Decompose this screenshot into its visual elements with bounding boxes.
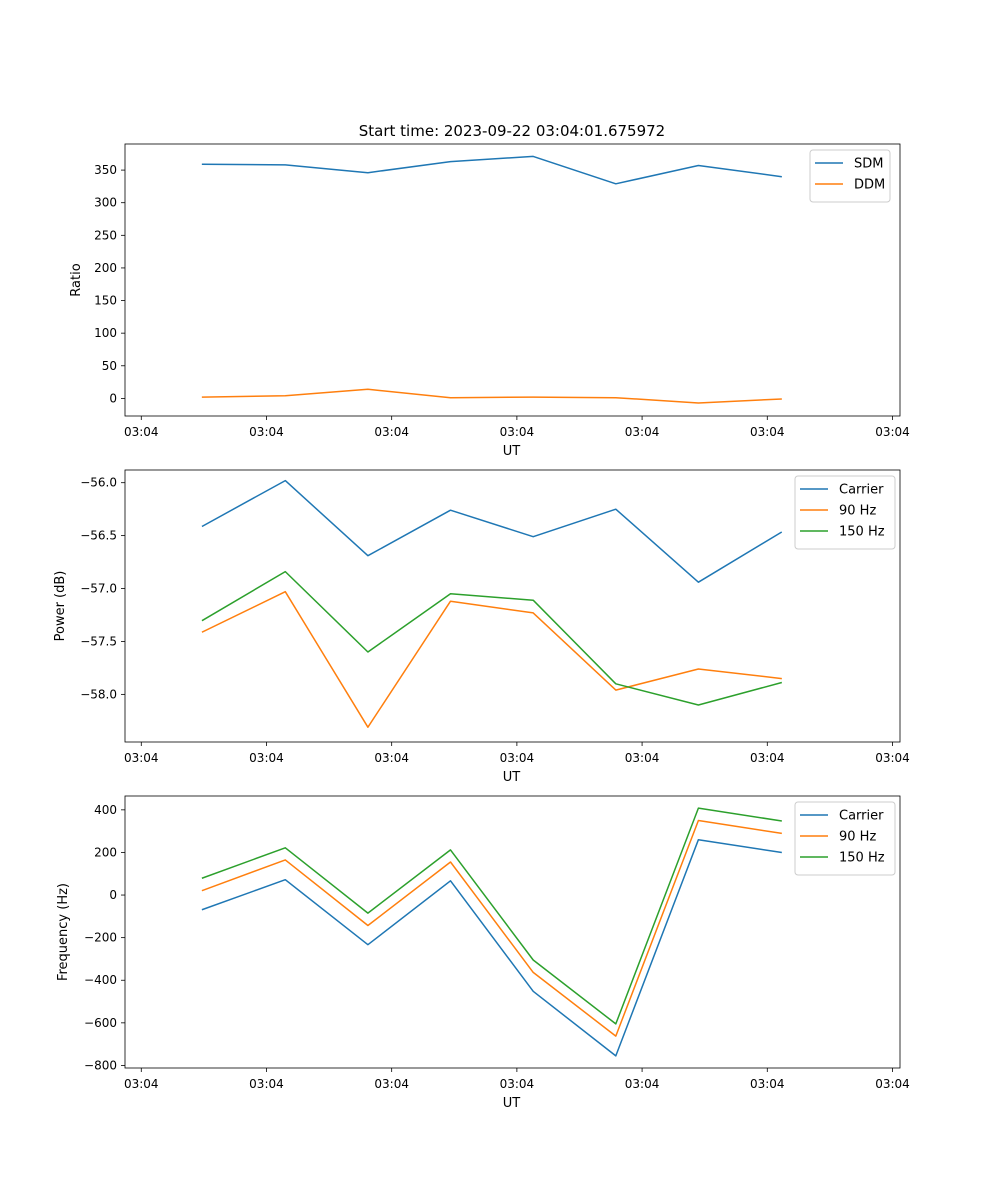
y-tick-label: 350 xyxy=(94,163,117,177)
series-line-sdm xyxy=(201,155,782,185)
y-tick-label: 300 xyxy=(94,196,117,210)
legend-label-sdm: SDM xyxy=(854,157,883,172)
x-tick-label: 03:04 xyxy=(875,751,910,765)
y-tick-label: 250 xyxy=(94,228,117,242)
x-tick-label: 03:04 xyxy=(500,751,535,765)
y-tick-label: 100 xyxy=(94,326,117,340)
x-tick-label: 03:04 xyxy=(750,751,785,765)
series-group xyxy=(201,155,782,404)
y-tick-label: −57.5 xyxy=(80,634,117,648)
series-line-150-hz xyxy=(201,570,783,706)
x-tick-label: 03:04 xyxy=(875,1077,910,1091)
y-tick-label: 150 xyxy=(94,294,117,308)
x-tick-label: 03:04 xyxy=(124,425,159,439)
series-line-carrier xyxy=(201,479,783,583)
y-tick-label: −200 xyxy=(84,931,117,945)
legend-label-carrier: Carrier xyxy=(839,809,884,824)
x-tick-label: 03:04 xyxy=(625,751,660,765)
figure-title: Start time: 2023-09-22 03:04:01.675972 xyxy=(359,122,665,140)
x-tick-label: 03:04 xyxy=(374,425,409,439)
x-tick-label: 03:04 xyxy=(750,425,785,439)
y-axis-label: Frequency (Hz) xyxy=(56,883,71,981)
x-tick-label: 03:04 xyxy=(124,751,159,765)
y-axis-label: Power (dB) xyxy=(53,571,68,642)
y-tick-label: −57.0 xyxy=(80,582,117,596)
x-axis-label: UT xyxy=(503,770,521,785)
x-tick-label: 03:04 xyxy=(625,425,660,439)
y-tick-label: −56.0 xyxy=(80,476,117,490)
x-tick-label: 03:04 xyxy=(249,425,284,439)
x-tick-label: 03:04 xyxy=(750,1077,785,1091)
series-line-150-hz xyxy=(201,807,782,1025)
y-tick-label: −800 xyxy=(84,1058,117,1072)
legend-label-90-hz: 90 Hz xyxy=(839,504,876,519)
legend-label-carrier: Carrier xyxy=(839,483,884,498)
legend-label-150-hz: 150 Hz xyxy=(839,525,885,540)
x-axis-label: UT xyxy=(503,1096,521,1111)
x-tick-label: 03:04 xyxy=(500,425,535,439)
y-tick-label: −600 xyxy=(84,1016,117,1030)
x-tick-label: 03:04 xyxy=(249,751,284,765)
series-line-90-hz xyxy=(201,590,782,728)
series-group xyxy=(201,807,782,1057)
x-tick-label: 03:04 xyxy=(625,1077,660,1091)
x-tick-label: 03:04 xyxy=(249,1077,284,1091)
legend: SDM DDM xyxy=(809,149,891,203)
chart-panel-1: 03:0403:0403:0403:0403:0403:0403:0403:05… xyxy=(69,143,910,459)
x-axis-label: UT xyxy=(503,444,521,459)
legend-label-90-hz: 90 Hz xyxy=(839,830,876,845)
x-tick-label: 03:04 xyxy=(124,1077,159,1091)
x-tick-label: 03:04 xyxy=(374,751,409,765)
legend-label-150-hz: 150 Hz xyxy=(839,851,885,866)
series-line-ddm xyxy=(201,388,782,404)
legend-label-ddm: DDM xyxy=(854,178,885,193)
y-tick-label: 400 xyxy=(94,803,117,817)
y-tick-label: 200 xyxy=(94,845,117,859)
x-tick-label: 03:04 xyxy=(875,425,910,439)
y-tick-label: 0 xyxy=(109,888,117,902)
axes-frame xyxy=(124,795,901,1069)
y-tick-label: −58.0 xyxy=(80,687,117,701)
series-line-carrier xyxy=(201,838,782,1057)
legend: Carrier 90 Hz 150 Hz xyxy=(794,801,896,876)
series-line-90-hz xyxy=(201,819,782,1037)
y-tick-label: 50 xyxy=(102,359,117,373)
series-group xyxy=(201,479,783,728)
y-tick-label: 0 xyxy=(109,391,117,405)
x-tick-label: 03:04 xyxy=(500,1077,535,1091)
y-tick-label: −56.5 xyxy=(80,529,117,543)
chart-panel-2: 03:0403:0403:0403:0403:0403:0403:0403:05… xyxy=(53,469,910,785)
x-tick-label: 03:04 xyxy=(374,1077,409,1091)
axes-frame xyxy=(124,469,901,743)
y-axis-label: Ratio xyxy=(69,263,84,296)
legend: Carrier 90 Hz 150 Hz xyxy=(794,475,896,550)
y-tick-label: −400 xyxy=(84,973,117,987)
y-tick-label: 200 xyxy=(94,261,117,275)
axes-frame xyxy=(124,143,901,417)
chart-panel-3: 03:0403:0403:0403:0403:0403:0403:0403:05… xyxy=(56,795,910,1111)
